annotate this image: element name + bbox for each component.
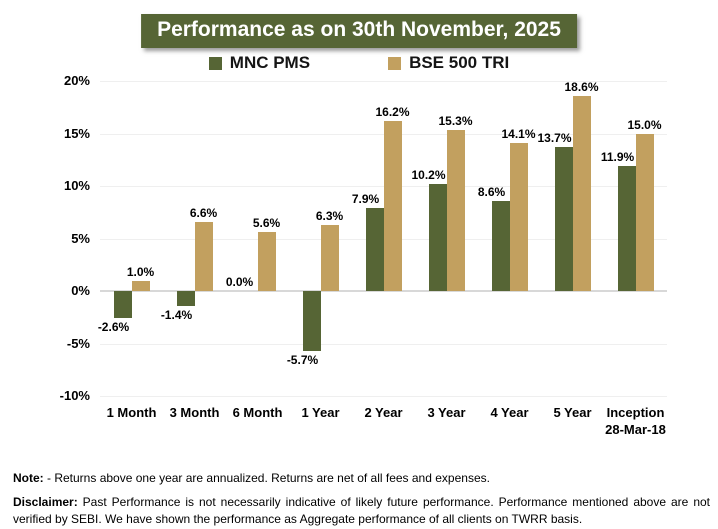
bar-bse-500-tri [572,95,591,291]
legend-swatch-bse-500-tri [388,56,402,70]
bar-bse-500-tri [509,142,528,291]
gridline [100,343,667,345]
bar-mnc-pms [617,166,636,291]
bar-value-label: 11.9% [600,150,635,165]
bar-value-label: 0.0% [225,275,254,289]
disclaimer-label: Disclaimer: [13,495,78,509]
bar-value-label: 5.6% [252,216,281,231]
y-axis-tick-label: 15% [63,125,90,141]
bar-bse-500-tri [320,224,339,291]
bar-value-label: -5.7% [286,352,319,367]
x-axis-category-label: 2 Year [364,405,403,420]
bar-mnc-pms [302,291,321,351]
x-axis-category-label: 3 Year [427,405,466,420]
chart-title: Performance as on 30th November, 2025 [141,14,577,48]
y-axis-tick-label: 20% [63,73,90,88]
x-axis-category-label: 6 Month [232,405,283,420]
bar-mnc-pms [428,183,447,291]
bar-bse-500-tri [383,120,402,291]
bar-value-label: 18.6% [564,79,599,94]
disclaimer-body: Past Performance is not necessarily indi… [13,495,710,526]
bar-mnc-pms [491,200,510,291]
legend-label: MNC PMS [229,53,311,72]
y-axis-tick-label: -10% [59,388,90,403]
legend-item-bse-500-tri: BSE 500 TRI [388,53,509,73]
bar-bse-500-tri [257,232,276,291]
disclaimer-text: Disclaimer: Past Performance is not nece… [13,494,710,528]
x-axis-category-label: 1 Year [301,405,340,420]
bar-mnc-pms [113,291,132,319]
bar-value-label: -1.4% [160,307,193,322]
bar-value-label: 6.6% [189,205,218,220]
chart-legend: MNC PMS BSE 500 TRI [0,53,718,73]
bar-value-label: 6.3% [315,208,344,223]
bar-bse-500-tri [194,221,213,291]
y-axis-tick-label: 10% [63,178,90,193]
y-axis-tick-label: 0% [71,283,90,298]
bar-value-label: 13.7% [537,131,572,146]
bar-value-label: 8.6% [477,184,506,199]
x-axis-category-label: 4 Year [490,405,529,420]
legend-swatch-mnc-pms [208,56,222,70]
x-axis-category-label: 1 Month [106,405,157,420]
bar-chart-plot: 20% 15% 10% 5% 0% -5% -10% 1 Month 3 Month 6 Mont… [60,73,667,437]
bar-value-label: 1.0% [126,264,155,279]
bar-mnc-pms [365,208,384,291]
y-axis-tick-label: -5% [66,335,90,351]
bar-mnc-pms [554,147,573,291]
y-axis-tick-label: 5% [71,230,90,246]
bar-bse-500-tri [635,133,654,291]
bar-bse-500-tri [131,280,150,291]
bar-mnc-pms [176,291,195,306]
bar-value-label: 15.3% [438,114,473,129]
legend-item-mnc-pms: MNC PMS [208,53,311,73]
bar-bse-500-tri [446,130,465,291]
bar-value-label: 7.9% [351,192,380,207]
note-body: - Returns above one year are annualized.… [43,471,490,485]
zero-axis-line [100,290,667,292]
bar-value-label: 15.0% [627,117,662,132]
note-text: Note: - Returns above one year are annua… [13,470,708,486]
x-axis-category-label: 5 Year [553,405,592,420]
bar-value-label: -2.6% [97,320,130,335]
gridline [100,81,667,82]
bar-value-label: 14.1% [501,126,536,141]
bar-value-label: 16.2% [375,104,410,119]
bar-value-label: 10.2% [411,167,446,182]
x-axis-category-label: 3 Month [169,405,220,420]
x-axis-category-label: Inception 28-Mar-18 [605,405,666,437]
note-label: Note: [13,471,44,485]
legend-label: BSE 500 TRI [409,53,510,72]
gridline [100,396,667,397]
